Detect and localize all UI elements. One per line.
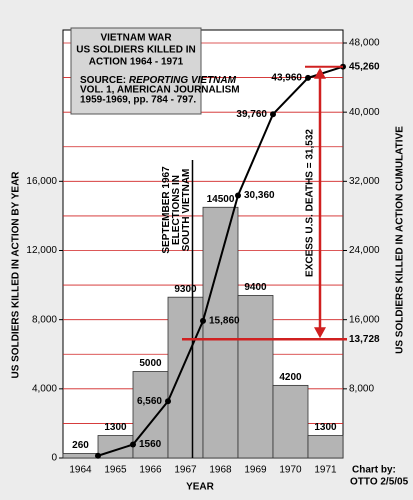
- bar-label: 14500: [207, 194, 235, 205]
- x-tick-label: 1964: [69, 465, 92, 476]
- arrow-head: [314, 67, 326, 79]
- y2-tick-label: 8,000: [349, 383, 374, 394]
- baseline-label: 13,728: [349, 334, 380, 345]
- cumulative-label: 45,260: [349, 61, 380, 72]
- title-line: ACTION 1964 - 1971: [89, 57, 184, 68]
- y2-tick-label: 48,000: [349, 38, 380, 49]
- y2-axis-title: US SOLDIERS KILLED IN ACTION CUMULATIVE: [395, 126, 406, 354]
- cumulative-label: 1560: [139, 439, 162, 450]
- arrow-head: [314, 327, 326, 339]
- y-tick-label: 8,000: [32, 314, 57, 325]
- x-axis-title: YEAR: [186, 482, 215, 493]
- event-label: SOUTH VIETNAM: [181, 169, 192, 252]
- cumulative-label: 15,860: [209, 316, 240, 327]
- source-line: 1959-1969, pp. 784 - 797.: [80, 95, 196, 106]
- bar-label: 9400: [244, 282, 267, 293]
- cumulative-label: 30,360: [244, 190, 275, 201]
- x-tick-label: 1967: [174, 465, 197, 476]
- bar-label: 260: [72, 440, 89, 451]
- bar-label: 1300: [314, 422, 337, 433]
- x-tick-label: 1966: [139, 465, 162, 476]
- cumulative-point: [165, 398, 171, 405]
- y2-tick-label: 16,000: [349, 314, 380, 325]
- y2-tick-label: 24,000: [349, 245, 380, 256]
- event-label: ELECTIONS IN: [171, 175, 182, 245]
- event-label: SEPTEMBER 1967: [161, 166, 172, 254]
- bar: [307, 435, 344, 459]
- y-axis-title: US SOLDIERS KILLED IN ACTION BY YEAR: [11, 171, 22, 379]
- x-tick-label: 1969: [244, 465, 267, 476]
- bar: [272, 384, 309, 459]
- bar-label: 1300: [104, 422, 127, 433]
- x-tick-label: 1970: [279, 465, 302, 476]
- source-work: REPORTING VIETNAM: [129, 75, 237, 86]
- source-prefix: SOURCE:: [80, 75, 129, 86]
- cumulative-point: [200, 317, 206, 324]
- bar: [62, 453, 99, 459]
- bar: [202, 206, 239, 459]
- y-tick-label: 4,000: [32, 383, 57, 394]
- title-line: US SOLDIERS KILLED IN: [76, 45, 195, 56]
- y-tick-label: 16,000: [26, 176, 57, 187]
- cumulative-label: 43,960: [271, 73, 302, 84]
- cumulative-point: [130, 441, 136, 448]
- x-tick-label: 1971: [314, 465, 337, 476]
- y2-tick-label: 32,000: [349, 176, 380, 187]
- bar: [237, 295, 274, 459]
- y-tick-label: 12,000: [26, 245, 57, 256]
- source: SOURCE: REPORTING VIETNAM: [80, 75, 237, 86]
- bar-label: 5000: [139, 358, 162, 369]
- source-line: VOL. 1, AMERICAN JOURNALISM: [80, 85, 240, 96]
- cumulative-line: [97, 65, 344, 457]
- title-line: VIETNAM WAR: [100, 33, 172, 44]
- cumulative-point: [235, 192, 241, 199]
- credit: OTTO 2/5/05: [350, 477, 409, 488]
- cumulative-point: [270, 111, 276, 118]
- bar: [132, 371, 169, 459]
- bar: [167, 296, 204, 459]
- bar-label: 9300: [174, 284, 197, 295]
- y2-tick-label: 40,000: [349, 107, 380, 118]
- cumulative-point: [305, 74, 311, 81]
- cumulative-label: 39,760: [236, 109, 267, 120]
- credit: Chart by:: [352, 465, 396, 476]
- x-tick-label: 1965: [104, 465, 127, 476]
- bar-label: 4200: [279, 372, 302, 383]
- x-tick-label: 1968: [209, 465, 232, 476]
- cumulative-point: [95, 452, 101, 459]
- excess-label: EXCESS U.S. DEATHS = 31,532: [305, 129, 316, 277]
- cumulative-label: 6,560: [137, 396, 162, 407]
- y-tick-label: 0: [51, 453, 57, 464]
- title-box: [70, 27, 202, 115]
